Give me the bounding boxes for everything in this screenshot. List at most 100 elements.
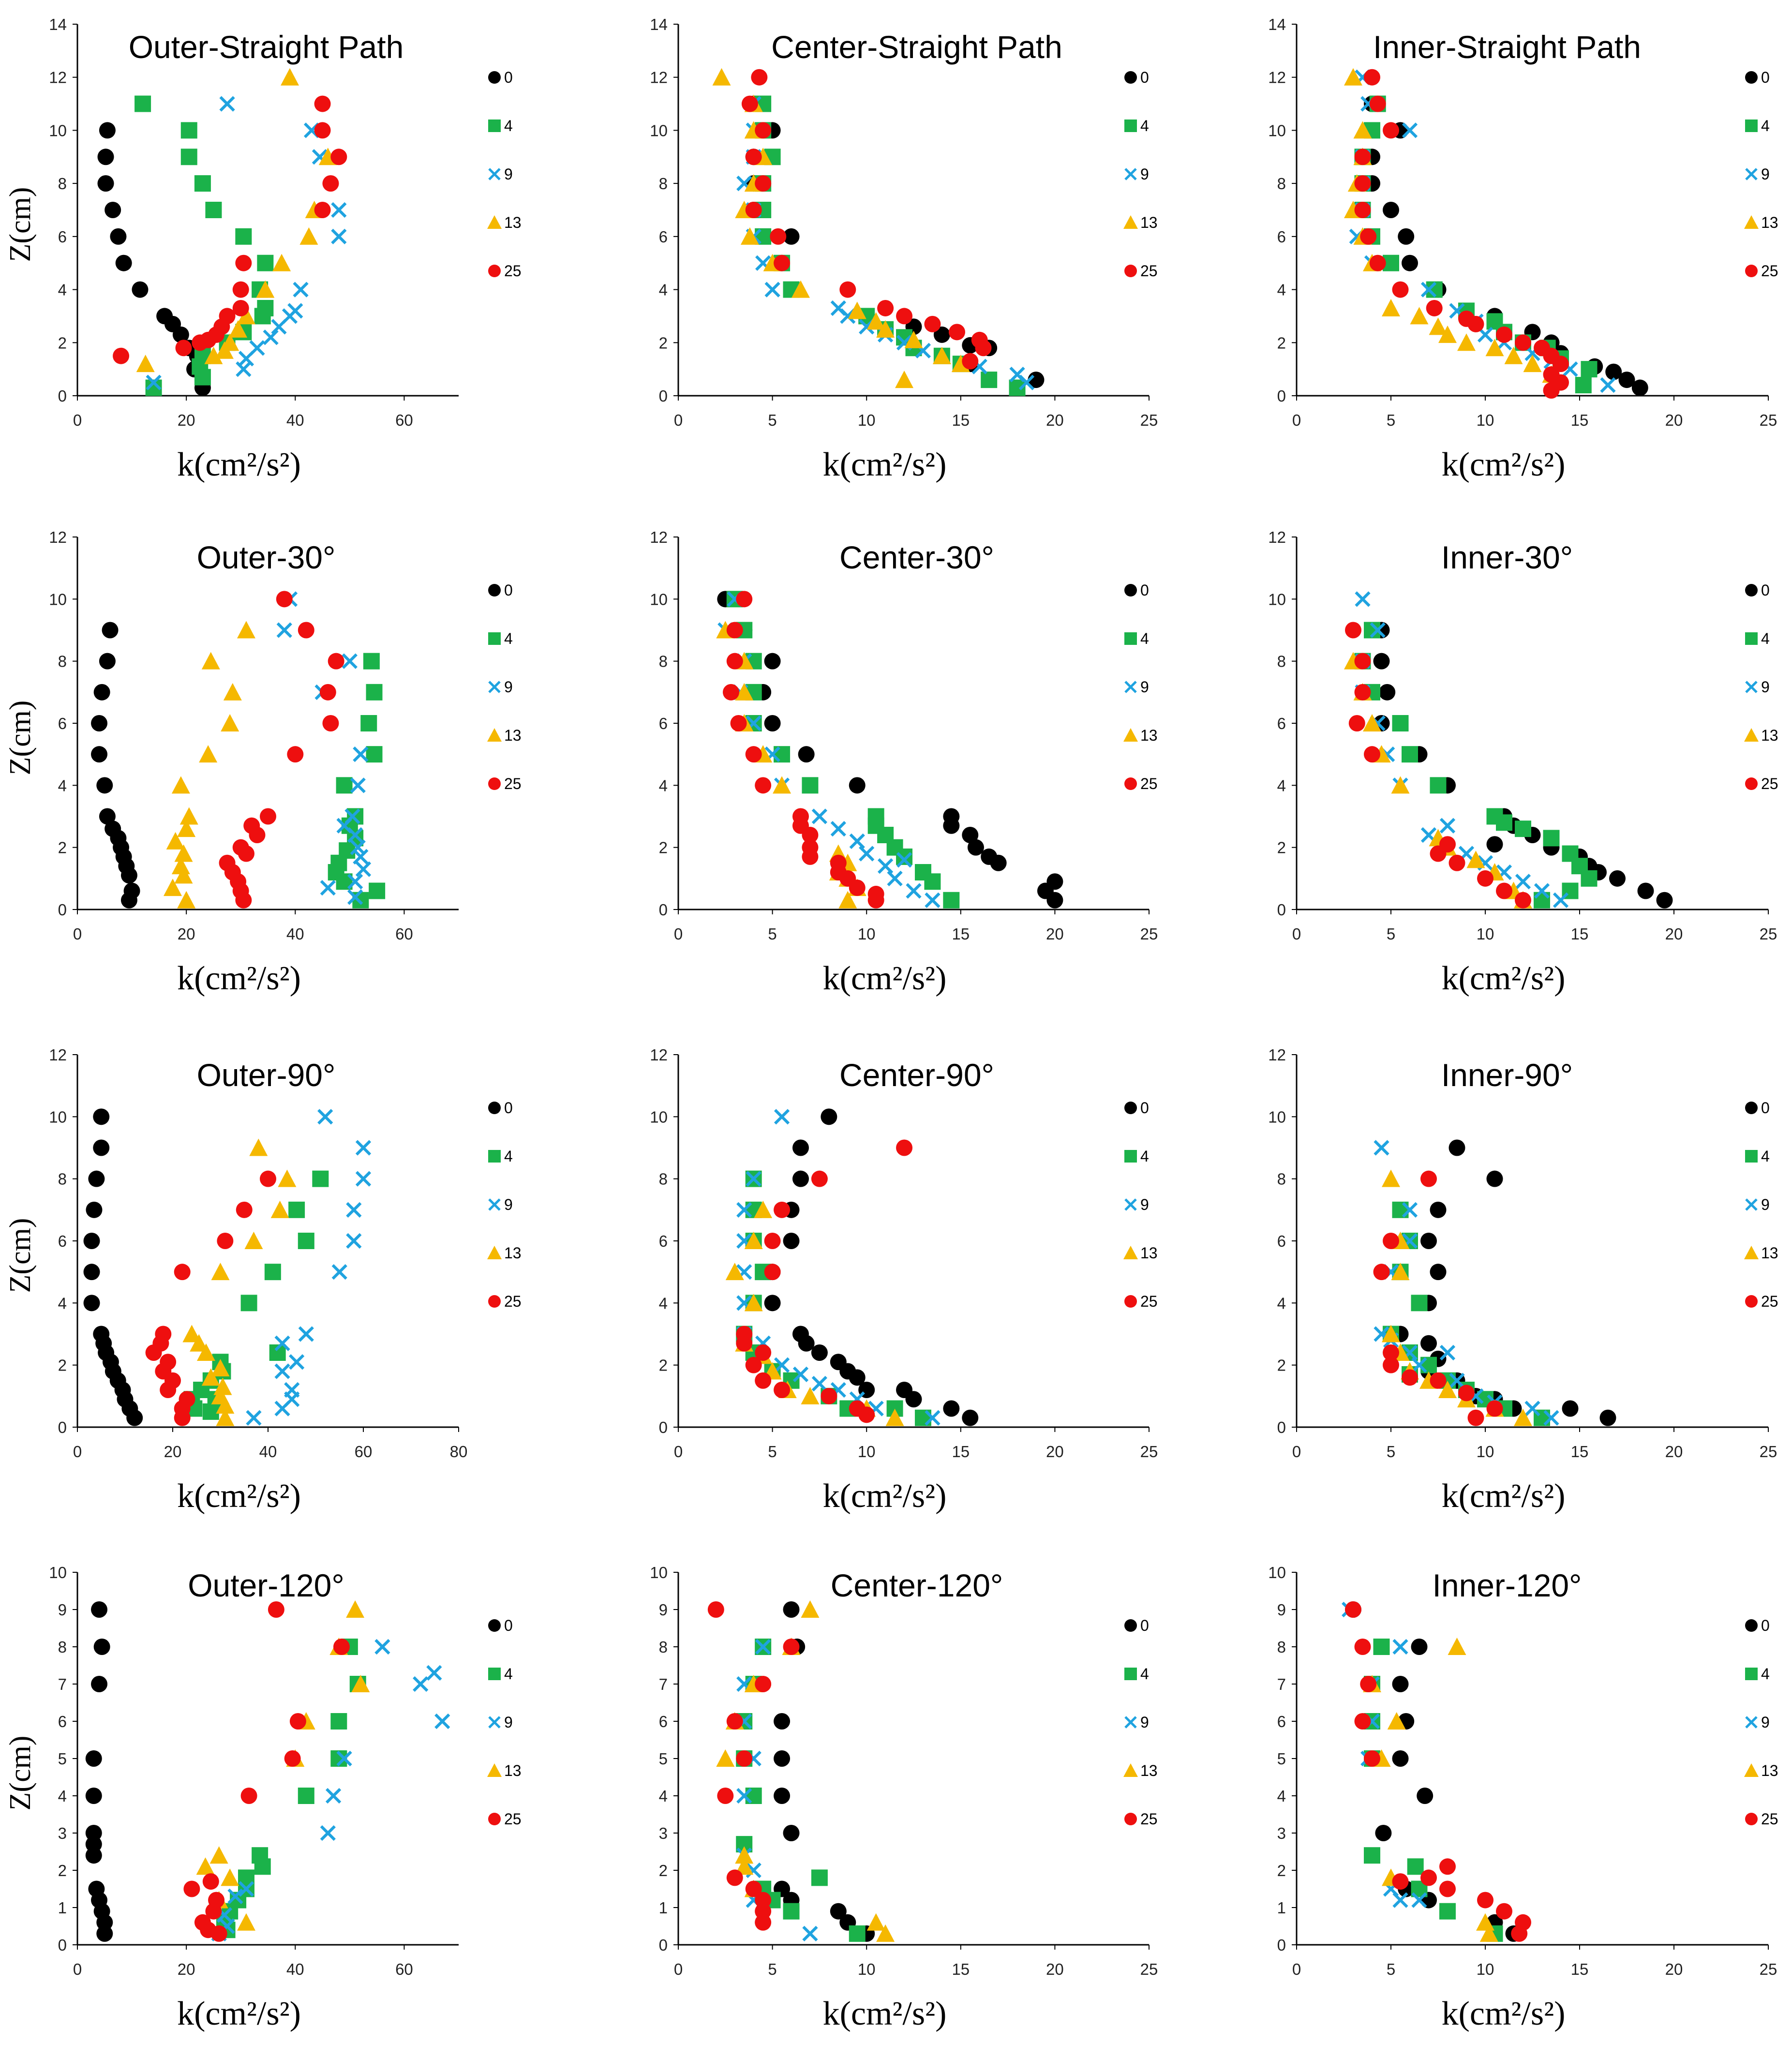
data-point-series-0	[798, 1335, 815, 1352]
data-point-series-0	[99, 122, 116, 139]
data-point-series-0	[99, 653, 116, 670]
data-point-series-9	[1439, 1344, 1456, 1361]
data-point-series-13	[1457, 333, 1476, 351]
data-point-series-0	[1373, 653, 1390, 670]
data-point-series-13	[1523, 355, 1542, 373]
legend-marker-9	[1745, 1198, 1758, 1211]
data-point-series-0	[1631, 379, 1648, 396]
data-point-series-13	[174, 866, 193, 884]
legend-label-25: 25	[1761, 1810, 1778, 1828]
legend-marker-4	[1124, 632, 1137, 645]
data-point-series-0	[764, 1295, 781, 1312]
data-point-series-9	[1515, 874, 1531, 890]
data-point-series-9	[238, 1881, 254, 1897]
data-point-series-4	[312, 1170, 329, 1187]
legend-label-13: 13	[1761, 1762, 1778, 1779]
legend: 0 4 9 13 25	[487, 1099, 522, 1310]
data-point-series-25	[802, 827, 819, 843]
legend-label-9: 9	[1140, 678, 1149, 696]
legend-marker-25	[1745, 1813, 1758, 1825]
y-tick-label: 2	[659, 334, 668, 352]
y-tick-label: 6	[58, 715, 67, 732]
data-point-series-13	[876, 1924, 895, 1942]
legend-label-13: 13	[1140, 1244, 1158, 1262]
data-point-series-9	[317, 1109, 333, 1125]
data-point-series-9	[355, 1171, 372, 1187]
legend-marker-25	[488, 265, 501, 277]
data-point-series-25	[975, 340, 992, 357]
legend-label-9: 9	[1761, 165, 1770, 183]
legend-marker-25	[1124, 1295, 1137, 1308]
data-point-series-9	[219, 96, 235, 112]
legend-label-9: 9	[504, 1196, 513, 1213]
x-tick-label: 15	[952, 411, 970, 429]
data-point-series-25	[877, 299, 894, 316]
x-tick-label: 60	[395, 925, 413, 943]
legend-label-4: 4	[504, 117, 513, 134]
legend-marker-25	[1745, 777, 1758, 790]
data-point-series-13	[171, 776, 190, 794]
x-axis-label: k(cm²/s²)	[1442, 960, 1566, 997]
data-point-series-4	[194, 369, 211, 386]
data-point-series-25	[232, 299, 249, 316]
x-tick-label: 25	[1140, 925, 1158, 943]
x-tick-label: 5	[1387, 411, 1395, 429]
data-point-series-4	[363, 653, 380, 670]
y-tick-label: 8	[58, 175, 67, 193]
x-axis-label: k(cm²/s²)	[823, 960, 947, 997]
data-point-series-25	[1354, 1713, 1371, 1730]
data-point-series-13	[177, 820, 196, 837]
data-point-series-9	[263, 329, 279, 345]
data-point-series-25	[276, 591, 293, 608]
data-point-series-9	[246, 1410, 262, 1426]
legend-label-4: 4	[504, 1665, 513, 1683]
data-point-series-25	[811, 1170, 828, 1187]
x-tick-label: 15	[952, 925, 970, 943]
y-tick-label: 7	[58, 1675, 67, 1693]
data-point-series-13	[801, 1600, 820, 1618]
x-tick-label: 20	[1665, 1960, 1683, 1978]
legend-marker-0	[1745, 1102, 1758, 1114]
data-point-series-25	[1354, 684, 1371, 701]
x-tick-label: 15	[1571, 1443, 1589, 1461]
data-point-series-25	[175, 340, 192, 357]
data-point-series-9	[1439, 818, 1456, 834]
data-point-series-0	[1411, 1639, 1428, 1655]
x-tick-label: 25	[1140, 1443, 1158, 1461]
data-point-series-13	[216, 1396, 235, 1414]
data-point-series-13	[848, 301, 866, 319]
data-point-series-0	[967, 839, 984, 856]
y-tick-label: 2	[58, 839, 67, 857]
data-point-series-25	[322, 175, 339, 192]
legend-label-4: 4	[504, 1148, 513, 1165]
data-point-series-25	[1420, 1170, 1437, 1187]
data-point-series-4	[943, 892, 960, 909]
data-point-series-9	[811, 808, 828, 824]
data-point-series-4	[783, 1903, 800, 1920]
x-tick-label: 20	[1046, 411, 1064, 429]
data-point-series-9	[1553, 892, 1569, 908]
data-point-series-25	[774, 254, 791, 271]
data-point-series-9	[320, 880, 336, 896]
data-point-series-13	[237, 307, 255, 325]
y-tick-label: 2	[1277, 839, 1286, 857]
data-point-series-25	[113, 347, 130, 364]
data-point-series-0	[783, 1601, 800, 1618]
legend-label-0: 0	[504, 1099, 513, 1117]
data-point-series-13	[735, 1846, 754, 1864]
x-tick-label: 25	[1760, 1443, 1777, 1461]
data-point-series-0	[798, 746, 815, 763]
series-25	[1373, 1170, 1503, 1426]
data-point-series-9	[336, 1750, 352, 1767]
data-point-series-4	[896, 848, 913, 865]
data-point-series-4	[1364, 1847, 1380, 1864]
data-point-series-0	[99, 808, 116, 825]
data-point-series-4	[180, 122, 197, 139]
chart-title: Center-90°	[839, 1057, 994, 1093]
data-point-series-9	[413, 1676, 429, 1692]
y-tick-label: 4	[1277, 1787, 1286, 1805]
data-point-series-25	[755, 777, 772, 794]
data-point-series-4	[180, 149, 197, 165]
series-25	[1345, 1601, 1531, 1942]
data-point-series-13	[211, 1359, 230, 1377]
